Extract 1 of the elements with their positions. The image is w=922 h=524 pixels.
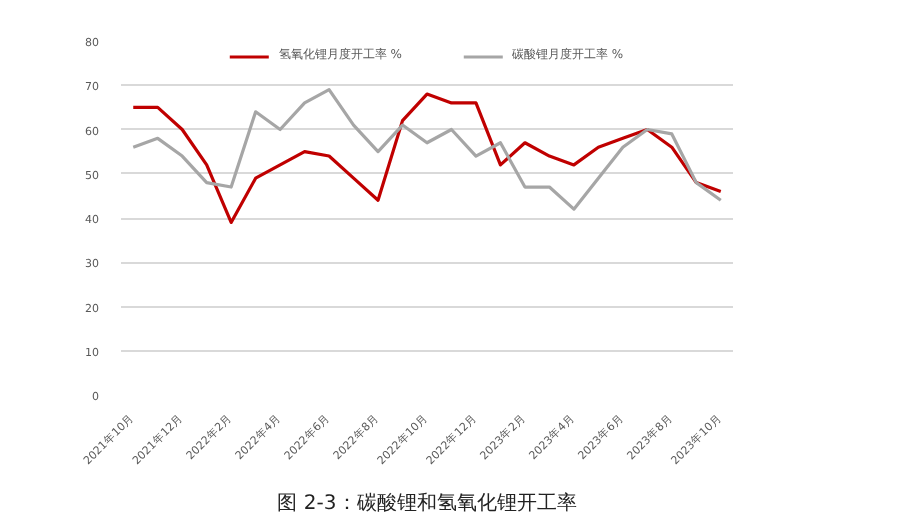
text: 图 2-3：碳酸锂和氢氧化锂开工率 [277, 491, 577, 515]
